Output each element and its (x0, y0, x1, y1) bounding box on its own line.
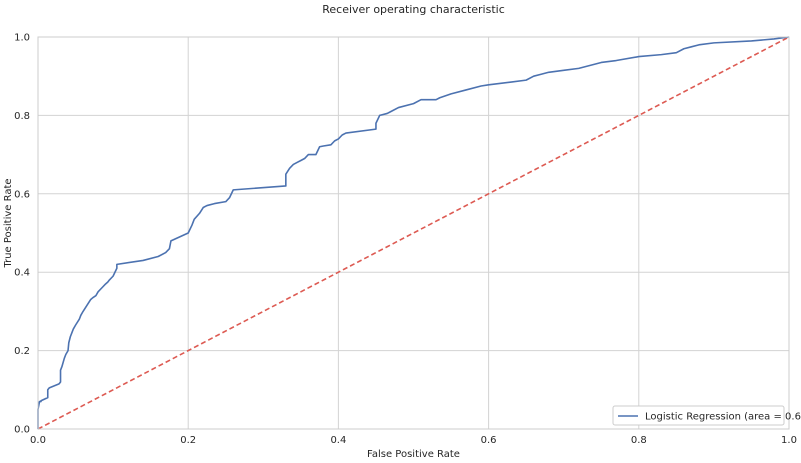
legend-box (612, 405, 785, 426)
plot-frame (37, 36, 790, 430)
x-tick-label: 0.0 (30, 435, 46, 446)
y-tick-label: 0.4 (14, 268, 30, 279)
x-tick-label: 1.0 (781, 435, 797, 446)
gridlines (38, 37, 789, 429)
y-tick-label: 0.2 (14, 346, 30, 357)
plot-border (37, 36, 790, 430)
y-tick-label: 1.0 (14, 33, 30, 44)
tick-labels: 0.0 0.2 0.4 0.6 0.8 1.0 0.0 0.2 0.4 0.6 0.8 1.0 (14, 33, 797, 447)
y-tick-label: 0.0 (14, 425, 30, 436)
x-tick-label: 0.8 (631, 435, 647, 446)
plot-series (37, 36, 790, 430)
x-tick-label: 0.4 (330, 435, 346, 446)
x-tick-label: 0.6 (481, 435, 497, 446)
y-tick-label: 0.8 (14, 111, 30, 122)
x-tick-label: 0.2 (180, 435, 196, 446)
roc-curve-line (37, 36, 790, 429)
y-axis-label: True Positive Rate (3, 178, 14, 268)
legend: Logistic Regression (area = 0.66) (612, 405, 801, 426)
legend-entry-label: Logistic Regression (area = 0.66) (645, 412, 801, 423)
x-axis-label: False Positive Rate (367, 449, 460, 460)
chart-title: Receiver operating characteristic (322, 3, 505, 16)
chance-diagonal-line (37, 36, 790, 430)
y-tick-label: 0.6 (14, 189, 30, 200)
